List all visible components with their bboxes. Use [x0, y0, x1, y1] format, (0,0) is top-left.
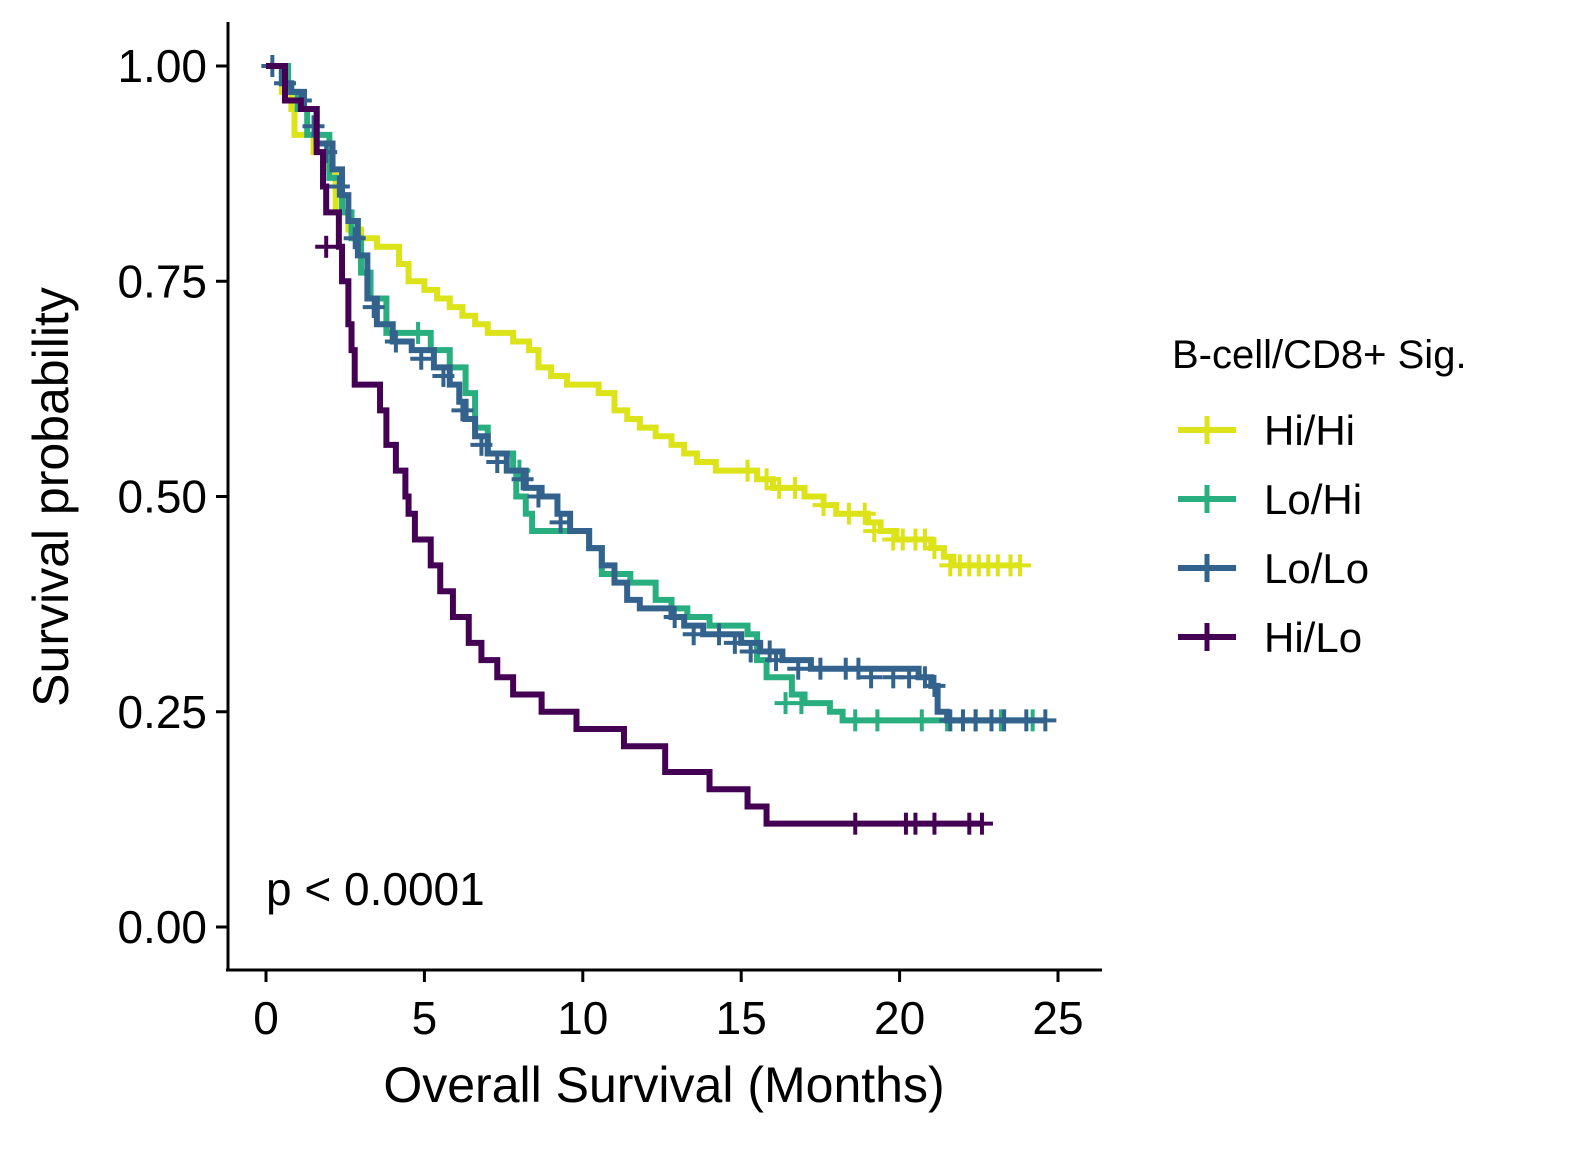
censor-mark	[549, 511, 572, 534]
censor-mark	[362, 296, 385, 319]
censor-mark	[723, 631, 746, 654]
censor-mark	[784, 476, 807, 499]
legend-item: Hi/Lo	[1178, 614, 1362, 661]
censor-mark	[451, 399, 474, 422]
x-axis-title: Overall Survival (Months)	[383, 1057, 944, 1113]
censor-mark	[844, 709, 867, 732]
y-tick-label: 0.25	[117, 686, 207, 738]
censor-mark	[923, 812, 946, 835]
censor-mark	[860, 666, 883, 689]
x-tick-label: 20	[874, 992, 925, 1044]
censor-mark	[470, 433, 493, 456]
x-tick-label: 0	[253, 992, 279, 1044]
censor-mark	[787, 657, 810, 680]
series-lo-lo	[261, 55, 1057, 732]
legend: B-cell/CD8+ Sig. Hi/Hi Lo/Hi Lo/Lo Hi/Lo	[1172, 333, 1467, 661]
censor-mark	[410, 347, 433, 370]
censor-mark	[327, 175, 350, 198]
x-ticks: 0 5 10 15 20 25	[253, 970, 1084, 1044]
censor-mark	[739, 640, 762, 663]
y-axis-title: Survival probability	[23, 287, 79, 707]
censor-mark	[923, 674, 946, 697]
series-layer	[261, 55, 1057, 835]
series-hi-hi	[266, 63, 1031, 577]
legend-item: Lo/Lo	[1178, 545, 1369, 592]
y-ticks: 0.00 0.25 0.50 0.75 1.00	[117, 40, 228, 953]
survival-step-line	[266, 63, 982, 827]
censor-mark	[993, 709, 1016, 732]
censor-mark	[302, 115, 325, 138]
censor-mark	[765, 649, 788, 672]
censor-mark	[910, 709, 933, 732]
censor-mark	[432, 364, 455, 387]
censor-mark	[1008, 554, 1031, 577]
x-tick-label: 5	[412, 992, 438, 1044]
censor-mark	[853, 502, 876, 525]
censor-mark	[663, 606, 686, 629]
censor-mark	[809, 657, 832, 680]
y-tick-label: 0.50	[117, 471, 207, 523]
censor-mark	[812, 494, 835, 517]
legend-title: B-cell/CD8+ Sig.	[1172, 333, 1467, 377]
y-tick-label: 0.75	[117, 255, 207, 307]
legend-items: Hi/Hi Lo/Hi Lo/Lo Hi/Lo	[1178, 407, 1369, 661]
legend-label: Hi/Hi	[1264, 407, 1355, 454]
censor-mark	[1034, 709, 1057, 732]
censor-mark	[863, 519, 886, 542]
censor-mark	[923, 537, 946, 560]
censor-mark	[904, 812, 927, 835]
censor-mark	[847, 657, 870, 680]
x-tick-label: 25	[1032, 992, 1083, 1044]
censor-mark	[511, 468, 534, 491]
censor-mark	[384, 330, 407, 353]
censor-mark	[486, 451, 509, 474]
censor-mark	[682, 623, 705, 646]
series-hi-lo	[266, 63, 993, 835]
legend-label: Hi/Lo	[1264, 614, 1362, 661]
censor-mark	[343, 227, 366, 250]
p-value-annotation: p < 0.0001	[266, 863, 485, 915]
y-tick-label: 1.00	[117, 40, 207, 92]
censor-mark	[790, 692, 813, 715]
legend-label: Lo/Lo	[1264, 545, 1369, 592]
censor-mark	[407, 321, 430, 344]
legend-item: Hi/Hi	[1178, 407, 1355, 454]
censor-mark	[527, 485, 550, 508]
x-tick-label: 15	[716, 992, 767, 1044]
censor-mark	[866, 709, 889, 732]
x-tick-label: 10	[557, 992, 608, 1044]
legend-item: Lo/Hi	[1178, 476, 1362, 523]
censor-mark	[736, 459, 759, 482]
y-tick-label: 0.00	[117, 901, 207, 953]
censor-mark	[970, 812, 993, 835]
censor-mark	[844, 812, 867, 835]
legend-label: Lo/Hi	[1264, 476, 1362, 523]
censor-mark	[755, 468, 778, 491]
censor-mark	[1015, 709, 1038, 732]
censor-mark	[708, 623, 731, 646]
censor-mark	[315, 235, 338, 258]
